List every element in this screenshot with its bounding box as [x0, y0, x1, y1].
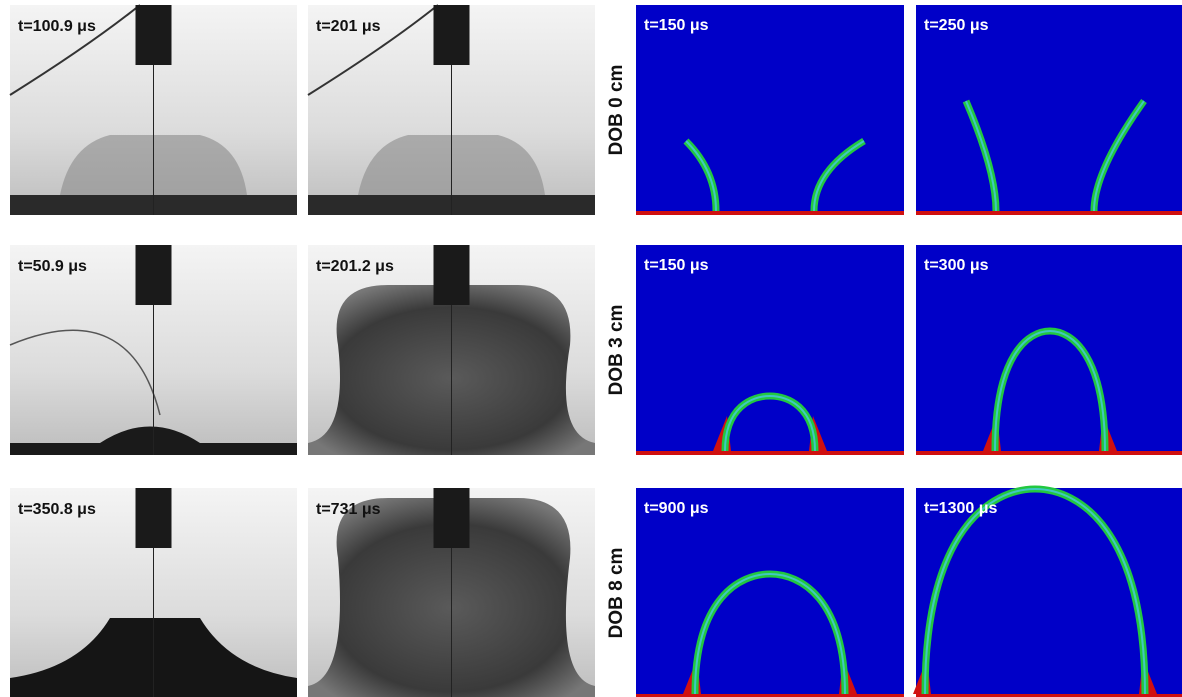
interface-core	[724, 394, 816, 452]
nozzle	[135, 488, 172, 548]
interface-core	[994, 329, 1106, 452]
ground	[636, 451, 904, 455]
red-foot	[683, 659, 857, 694]
crack	[9, 329, 161, 416]
interface-core	[965, 100, 1145, 212]
row: t=100.9 μs t=201 μs DOB 0 cm t=150 μs t=250 …	[9, 4, 1182, 215]
nozzle	[135, 245, 172, 305]
time-label: t=900 μs	[644, 500, 709, 517]
time-label: t=1300 μs	[924, 500, 998, 517]
time-label: t=150 μs	[644, 257, 709, 274]
row-label: DOB 8 cm	[606, 548, 627, 639]
sim-background	[636, 5, 904, 215]
ground	[916, 211, 1182, 215]
ground	[636, 211, 904, 215]
sim-background	[916, 245, 1182, 455]
nozzle	[135, 5, 172, 65]
row-label: DOB 0 cm	[606, 65, 627, 156]
time-label: t=300 μs	[924, 257, 989, 274]
ground	[916, 451, 1182, 455]
ground	[916, 694, 1182, 697]
interface-core	[924, 487, 1146, 695]
time-label: t=100.9 μs	[18, 18, 96, 35]
time-label: t=150 μs	[644, 17, 709, 34]
time-label: t=50.9 μs	[18, 258, 87, 275]
nozzle	[433, 488, 470, 548]
crack	[307, 4, 439, 96]
sim-background	[636, 245, 904, 455]
sim-background	[916, 5, 1182, 215]
time-label: t=731 μs	[316, 501, 381, 518]
time-label: t=350.8 μs	[18, 501, 96, 518]
time-label: t=250 μs	[924, 17, 989, 34]
nozzle	[433, 245, 470, 305]
crack	[9, 4, 141, 96]
row: t=350.8 μs t=731 μs DOB 8 cm t=900 μs t=1300…	[10, 485, 1182, 697]
time-label: t=201 μs	[316, 18, 381, 35]
interface-core	[694, 572, 846, 695]
row-label: DOB 3 cm	[606, 305, 627, 396]
row: t=50.9 μs t=201.2 μs DOB 3 cm t=150 μs t=300…	[9, 245, 1182, 455]
nozzle	[433, 5, 470, 65]
sim-background	[636, 488, 904, 697]
interface-core	[685, 140, 865, 212]
sim-background	[916, 488, 1182, 697]
time-label: t=201.2 μs	[316, 258, 394, 275]
ground	[636, 694, 904, 697]
